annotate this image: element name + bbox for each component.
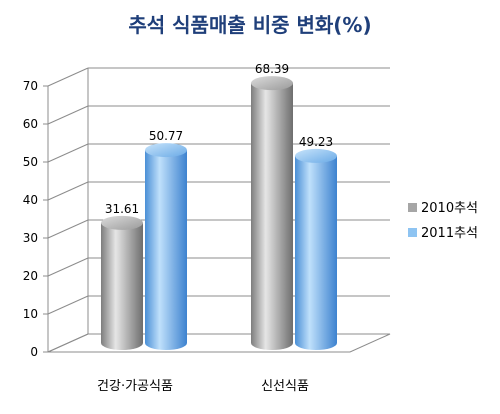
chart-walls (47, 68, 391, 353)
data-label: 49.23 (299, 135, 333, 149)
x-category-label: 건강·가공식품 (97, 379, 173, 394)
legend-label: 2010추석 (421, 201, 478, 216)
y-tick-label: 40 (23, 193, 38, 207)
y-tick-label: 30 (23, 231, 38, 245)
y-tick-label: 0 (30, 345, 38, 359)
y-tick-label: 10 (23, 307, 38, 321)
x-category-label: 신선식품 (261, 379, 309, 394)
gridline-diagonal (47, 219, 89, 239)
legend-swatch (408, 228, 417, 237)
gridline-diagonal (47, 67, 89, 87)
gridlines (47, 67, 390, 353)
bar-top (101, 215, 143, 230)
bar (251, 83, 293, 351)
y-tick-label: 50 (23, 155, 38, 169)
legend-label: 2011추석 (421, 226, 478, 241)
gridline-diagonal (47, 143, 89, 163)
y-tick-label: 20 (23, 269, 38, 283)
gridline-diagonal (47, 257, 89, 277)
data-label: 31.61 (105, 202, 139, 216)
bar (295, 155, 337, 350)
chart-title: 추석 식품매출 비중 변화(%) (128, 13, 371, 37)
data-label: 50.77 (149, 129, 183, 143)
gridline-diagonal (47, 105, 89, 125)
chart-floor (47, 333, 391, 353)
data-labels: 31.61 50.77 68.39 49.23 (105, 62, 333, 216)
data-label: 68.39 (255, 62, 289, 76)
legend: 2010추석 2011추석 (408, 201, 478, 241)
gridline-diagonal (47, 295, 89, 315)
x-axis: 건강·가공식품 신선식품 (97, 379, 309, 394)
bar (101, 222, 143, 350)
y-tick-label: 70 (23, 79, 38, 93)
bar-top (251, 76, 293, 91)
bars (101, 76, 337, 351)
gridline-diagonal (47, 333, 89, 353)
bar (145, 150, 187, 350)
bar-top (295, 148, 337, 163)
y-axis: 0 10 20 30 40 50 60 70 (23, 79, 48, 359)
legend-swatch (408, 203, 417, 212)
gridline-diagonal (47, 181, 89, 201)
bar-top (145, 143, 187, 158)
y-tick-label: 60 (23, 117, 38, 131)
